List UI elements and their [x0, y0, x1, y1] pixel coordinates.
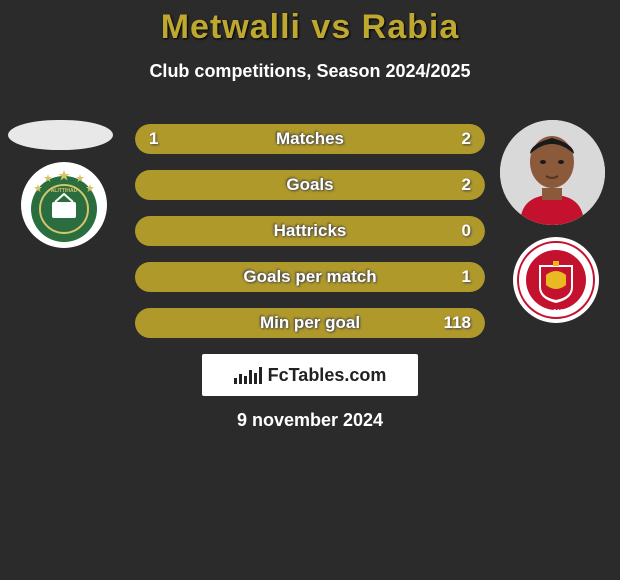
stat-value-right: 118 — [444, 308, 471, 338]
right-club-logo: AL AHLY — [513, 237, 599, 323]
stat-value-right: 1 — [462, 262, 471, 292]
brand-badge: FcTables.com — [202, 354, 418, 396]
stat-label: Goals per match — [135, 262, 485, 292]
stat-value-right: 0 — [462, 216, 471, 246]
right-player-avatar — [500, 120, 605, 225]
brand-text: FcTables.com — [268, 365, 387, 386]
svg-text:AL AHLY: AL AHLY — [541, 309, 571, 316]
stat-value-left: 1 — [149, 124, 158, 154]
comparison-title: Metwalli vs Rabia — [0, 0, 620, 47]
stat-row: Goals2 — [135, 170, 485, 200]
stat-label: Min per goal — [135, 308, 485, 338]
stat-label: Matches — [135, 124, 485, 154]
right-player-column: AL AHLY — [500, 120, 612, 323]
stat-label: Goals — [135, 170, 485, 200]
left-player-column: ALITTIHAD — [8, 120, 120, 248]
stat-label: Hattricks — [135, 216, 485, 246]
stat-value-right: 2 — [462, 124, 471, 154]
bars-icon — [234, 367, 262, 384]
stat-row: Min per goal118 — [135, 308, 485, 338]
stat-bars: Matches12Goals2Hattricks0Goals per match… — [135, 124, 485, 354]
player-photo-icon — [500, 120, 605, 225]
svg-text:ALITTIHAD: ALITTIHAD — [51, 188, 78, 194]
left-club-logo: ALITTIHAD — [21, 162, 107, 248]
alittihad-logo-icon: ALITTIHAD — [21, 162, 107, 248]
stat-row: Goals per match1 — [135, 262, 485, 292]
stat-value-right: 2 — [462, 170, 471, 200]
stat-row: Hattricks0 — [135, 216, 485, 246]
comparison-subtitle: Club competitions, Season 2024/2025 — [0, 61, 620, 82]
left-player-avatar — [8, 120, 113, 150]
comparison-date: 9 november 2024 — [0, 410, 620, 431]
stat-row: Matches1 2 — [135, 124, 485, 154]
alahly-logo-icon: AL AHLY — [513, 237, 599, 323]
